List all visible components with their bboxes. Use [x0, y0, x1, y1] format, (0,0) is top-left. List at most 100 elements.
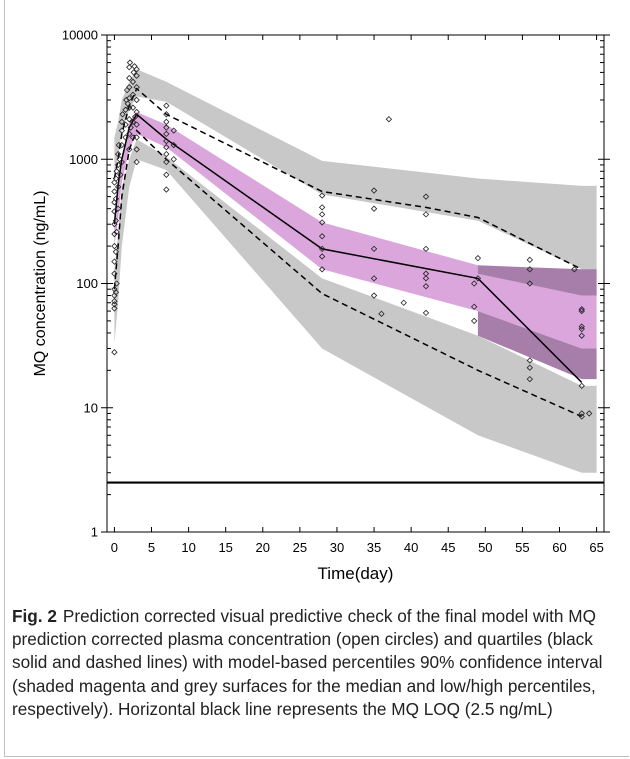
data-point-81 — [170, 127, 177, 134]
data-point-119 — [578, 323, 585, 330]
data-point-63 — [133, 108, 140, 116]
data-point-76 — [163, 118, 170, 126]
data-point-56 — [130, 69, 137, 76]
x-tick-label-4: 20 — [256, 540, 270, 555]
data-point-124 — [578, 413, 585, 420]
y-tick-label-4: 10000 — [62, 28, 98, 43]
quantile-dashed-line-2 — [113, 129, 583, 418]
data-point-77 — [163, 111, 170, 118]
data-point-111 — [526, 364, 533, 371]
x-tick-label-3: 15 — [218, 540, 232, 555]
data-point-68 — [163, 186, 170, 193]
data-point-98 — [422, 309, 430, 317]
data-point-6 — [111, 270, 118, 277]
data-point-82 — [318, 266, 326, 273]
data-point-95 — [378, 310, 385, 317]
data-point-104 — [422, 193, 430, 200]
data-point-64 — [133, 96, 140, 104]
data-point-65 — [133, 84, 140, 91]
data-point-7 — [111, 258, 118, 265]
x-tick-label-9: 45 — [441, 540, 455, 555]
overlap-band-low — [477, 311, 597, 380]
data-point-110 — [526, 375, 533, 383]
caption-label: Fig. 2 — [12, 606, 57, 626]
data-point-94 — [370, 187, 378, 194]
data-point-100 — [422, 275, 430, 282]
magenta-band-median — [114, 112, 597, 349]
data-point-14 — [111, 179, 118, 186]
data-point-73 — [163, 137, 170, 145]
data-point-80 — [170, 141, 177, 149]
y-tick-label-2: 100 — [76, 276, 98, 291]
data-point-90 — [370, 292, 378, 299]
x-tick-label-13: 65 — [589, 540, 603, 555]
x-tick-label-0: 0 — [111, 540, 118, 555]
data-point-114 — [526, 266, 533, 273]
data-point-48 — [126, 64, 133, 71]
data-point-89 — [318, 192, 326, 199]
data-point-35 — [122, 134, 129, 141]
data-point-19 — [112, 175, 120, 182]
data-point-84 — [318, 245, 326, 253]
data-point-30 — [118, 158, 126, 166]
data-point-69 — [163, 171, 170, 178]
data-point-106 — [471, 303, 478, 310]
data-point-117 — [578, 332, 585, 339]
data-point-103 — [422, 211, 430, 218]
data-point-54 — [129, 91, 137, 98]
data-point-5 — [111, 286, 118, 293]
data-point-47 — [126, 74, 133, 82]
data-point-1 — [111, 305, 118, 312]
data-point-115 — [526, 256, 533, 264]
data-point-113 — [526, 280, 533, 287]
data-point-118 — [578, 325, 585, 333]
data-point-93 — [370, 205, 378, 212]
data-point-21 — [113, 228, 120, 236]
data-point-112 — [526, 357, 533, 364]
data-point-91 — [370, 275, 378, 282]
x-tick-label-6: 30 — [330, 540, 344, 555]
grey-band-low — [114, 139, 597, 473]
data-point-2 — [111, 301, 118, 308]
data-point-87 — [318, 211, 326, 218]
data-point-88 — [318, 204, 326, 211]
data-point-13 — [111, 188, 118, 195]
data-point-62 — [133, 121, 140, 128]
data-point-43 — [126, 116, 133, 123]
data-point-102 — [422, 245, 430, 253]
vpc-chart: 0 5 10 15 20 25 30 35 40 45 50 55 60 65 1 10 100 1000 1000… — [32, 28, 610, 583]
data-point-96 — [385, 116, 393, 123]
data-point-67 — [133, 66, 140, 73]
data-point-16 — [112, 248, 120, 255]
x-tick-label-2: 10 — [181, 540, 195, 555]
x-tick-label-10: 50 — [478, 540, 492, 555]
figure-frame — [4, 0, 629, 757]
data-point-122 — [578, 382, 585, 390]
data-point-83 — [318, 253, 326, 260]
data-point-105 — [471, 317, 478, 325]
data-point-8 — [111, 242, 118, 250]
x-tick-label-11: 55 — [515, 540, 529, 555]
data-point-46 — [126, 84, 133, 91]
data-point-60 — [133, 146, 140, 153]
data-point-59 — [133, 158, 140, 166]
plot-area — [107, 59, 604, 484]
data-point-99 — [422, 283, 430, 290]
data-point-57 — [131, 63, 138, 70]
y-tick-label-1: 10 — [84, 400, 98, 415]
data-point-26 — [114, 150, 122, 158]
y-axis-label: MQ concentration (ng/mL) — [32, 191, 49, 377]
overlap-band-top — [477, 265, 597, 296]
data-point-123 — [578, 410, 585, 417]
x-tick-label-1: 5 — [148, 540, 155, 555]
data-point-66 — [133, 72, 140, 79]
data-point-22 — [113, 168, 120, 175]
data-point-20 — [113, 280, 120, 287]
data-point-24 — [114, 183, 122, 190]
figure-caption: Fig. 2 Prediction corrected visual predic… — [12, 605, 618, 721]
data-point-31 — [118, 141, 126, 149]
data-point-79 — [170, 156, 177, 163]
data-point-121 — [578, 306, 585, 313]
x-axis-label: Time(day) — [318, 564, 394, 583]
x-tick-label-5: 25 — [293, 540, 307, 555]
